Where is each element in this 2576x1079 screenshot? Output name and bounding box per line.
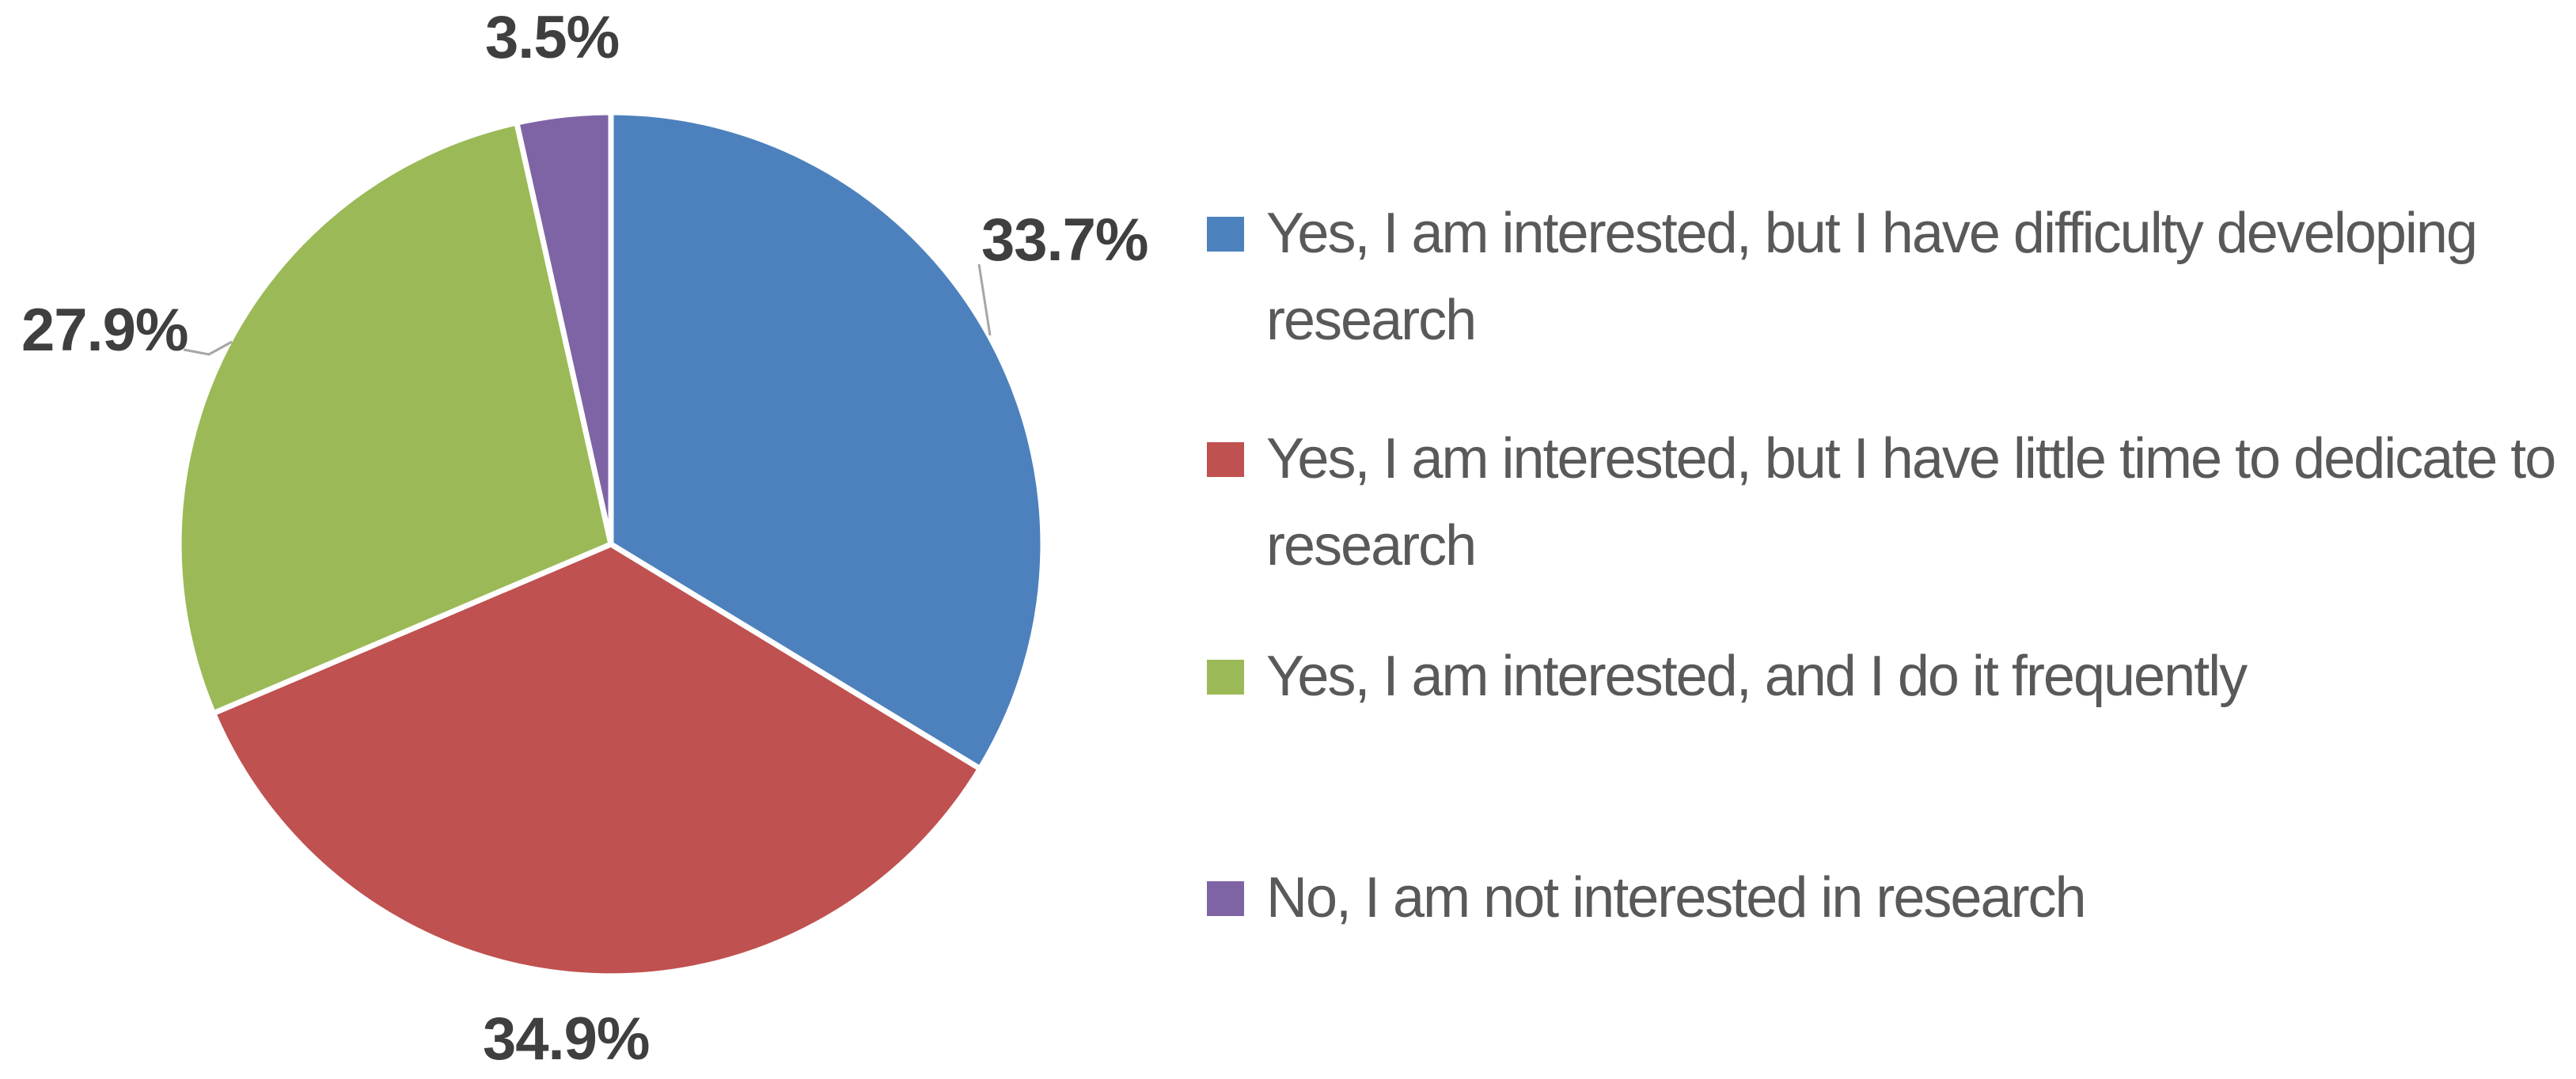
legend-swatch-difficulty-icon [1207, 217, 1244, 252]
legend-item-frequently: Yes, I am interested, and I do it freque… [1187, 633, 2576, 720]
legend-item-not-interested: No, I am not interested in research [1187, 854, 2576, 941]
pie-slices [176, 109, 1046, 979]
legend-label-frequently: Yes, I am interested, and I do it freque… [1266, 645, 2248, 708]
data-label-frequently: 27.9% [21, 297, 188, 364]
legend-item-little-time: Yes, I am interested, but I have little … [1187, 415, 2576, 589]
legend-label-difficulty: Yes, I am interested, but I have difficu… [1266, 202, 2478, 352]
leader-line-green [183, 340, 233, 356]
legend-label-not-interested: No, I am not interested in research [1266, 866, 2087, 929]
legend-item-difficulty: Yes, I am interested, but I have difficu… [1187, 190, 2576, 364]
legend-swatch-frequently-icon [1207, 660, 1244, 695]
data-label-not-interested: 3.5% [485, 4, 620, 71]
leader-line-blue [977, 263, 992, 336]
legend-swatch-not-interested-icon [1207, 881, 1244, 916]
legend-swatch-little-time-icon [1207, 442, 1244, 477]
pie-slice-difficulty [608, 109, 1046, 772]
legend: Yes, I am interested, but I have difficu… [1187, 0, 2576, 1079]
pie-slice-not-interested [514, 109, 614, 547]
legend-label-little-time: Yes, I am interested, but I have little … [1266, 427, 2556, 577]
pie-slice-little-time [211, 541, 983, 979]
data-label-little-time: 34.9% [483, 1005, 650, 1073]
pie-slice-frequently [176, 119, 614, 717]
data-label-difficulty: 33.7% [981, 206, 1148, 274]
